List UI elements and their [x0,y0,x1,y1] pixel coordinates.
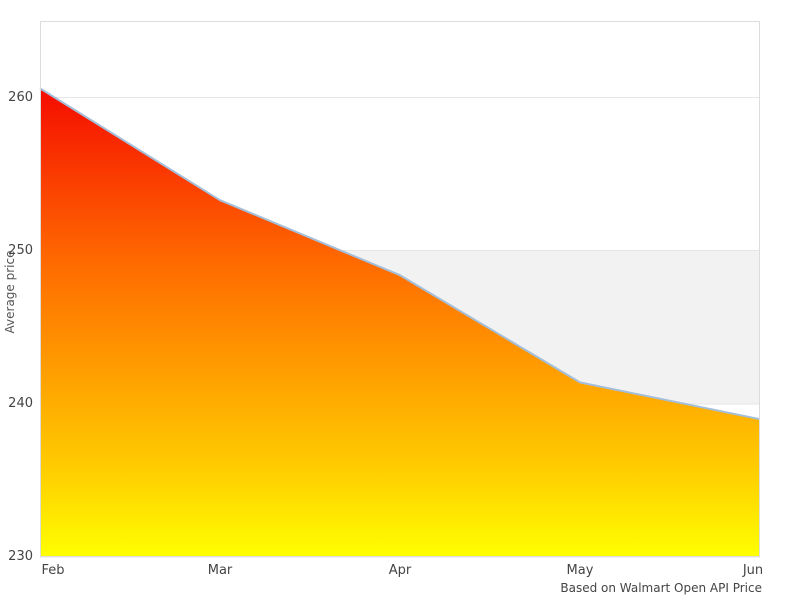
x-axis-tick-label: May [566,563,594,578]
y-axis-tick-label: 240 [8,395,33,411]
x-axis-tick-label: Feb [41,563,65,578]
area-series [40,88,760,557]
x-axis-tick-label: Jun [742,563,764,578]
plot-border [40,21,760,557]
chart-caption: Based on Walmart Open API Price [560,581,762,595]
series-line [39,87,761,421]
y-axis-title: Average price [3,250,17,334]
x-axis-tick-label: Apr [388,563,412,578]
y-axis-tick-label: 250 [8,242,33,258]
y-axis-tick-label: 260 [8,89,33,105]
x-axis-tick-label: Mar [207,563,233,578]
y-axis-tick-label: 230 [8,549,33,564]
